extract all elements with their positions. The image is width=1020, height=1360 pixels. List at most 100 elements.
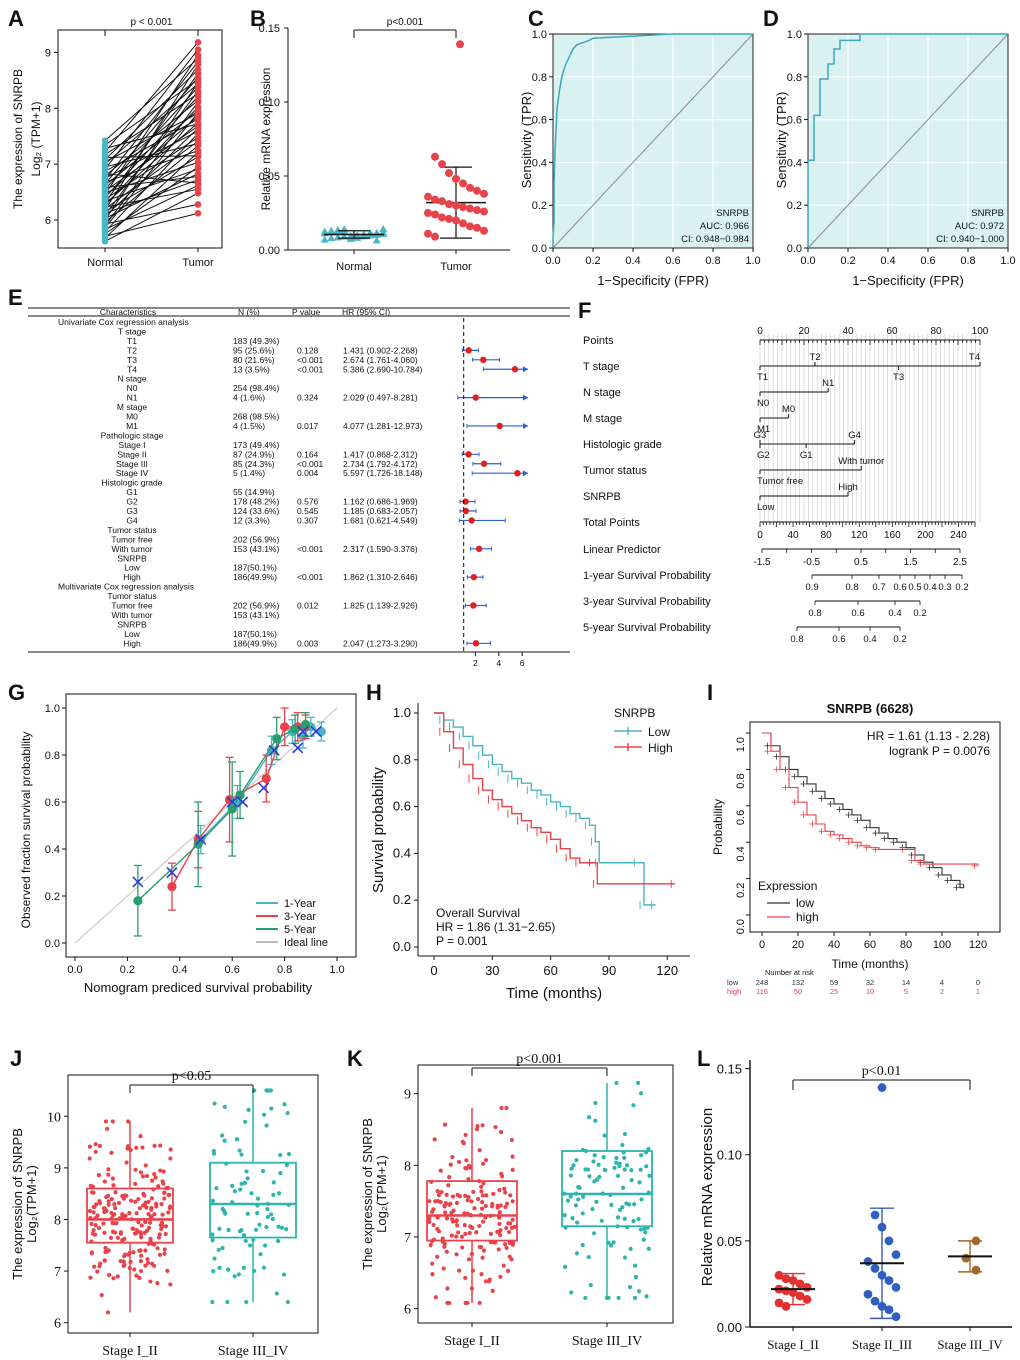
panel-j-point bbox=[104, 1194, 109, 1200]
panel-j-point bbox=[137, 1206, 142, 1211]
panel-k-point bbox=[454, 1252, 459, 1257]
panel-f-prob-label: 0.6 bbox=[851, 608, 864, 619]
panel-a-tumor-point bbox=[194, 127, 202, 135]
panel-d-xtick-label: 0.6 bbox=[920, 255, 935, 267]
panel-e-row-label: G3 bbox=[126, 506, 138, 516]
panel-d-xtick-label: 0.0 bbox=[800, 255, 815, 267]
panel-j-point bbox=[132, 1267, 137, 1272]
panel-k-point bbox=[506, 1221, 511, 1226]
panel-g-point bbox=[272, 733, 282, 744]
panel-j-point bbox=[152, 1212, 157, 1217]
panel-i-ytick-label: 1.0 bbox=[735, 737, 747, 752]
panel-f-prob-label: 0.2 bbox=[955, 582, 968, 593]
panel-e-xtick-label: 4 bbox=[496, 658, 501, 668]
panel-j-point bbox=[149, 1207, 154, 1212]
panel-j-point bbox=[138, 1258, 144, 1264]
panel-k-point bbox=[498, 1274, 503, 1279]
panel-j-point bbox=[164, 1186, 169, 1191]
panel-i-xtick-label: 0 bbox=[759, 939, 765, 951]
panel-e-row-n: 4 (1.6%) bbox=[233, 393, 265, 403]
panel-h-xtick-label: 90 bbox=[602, 963, 616, 978]
panel-b-tumor-point bbox=[466, 222, 474, 231]
panel-j-point bbox=[238, 1187, 243, 1192]
panel-e-row-p: <0.001 bbox=[297, 355, 324, 365]
panel-c-xtick-label: 0.6 bbox=[665, 255, 680, 267]
panel-k-point bbox=[471, 1189, 476, 1194]
panel-k-point bbox=[477, 1223, 482, 1229]
panel-label-G: G bbox=[8, 680, 25, 705]
panel-g-cross bbox=[292, 742, 304, 754]
panel-k-point bbox=[455, 1192, 460, 1197]
panel-k-point bbox=[454, 1218, 459, 1223]
panel-f-level-label: M0 bbox=[782, 404, 795, 415]
panel-j-point bbox=[130, 1226, 136, 1231]
panel-a-tumor-point bbox=[194, 46, 202, 53]
panel-j-point bbox=[168, 1156, 173, 1161]
panel-e-ci-arrow bbox=[523, 422, 528, 429]
panel-k-point bbox=[591, 1159, 596, 1164]
panel-j-point bbox=[125, 1119, 131, 1124]
panel-k-point bbox=[580, 1242, 585, 1248]
panel-e-hr-point bbox=[480, 460, 488, 467]
panel-j-point bbox=[162, 1251, 167, 1256]
panel-k-point bbox=[488, 1239, 494, 1245]
panel-label-A: A bbox=[8, 6, 24, 31]
panel-f-lp-label: 2.5 bbox=[953, 557, 967, 568]
panel-a-pair-line bbox=[104, 122, 199, 205]
panel-k-point bbox=[444, 1249, 449, 1254]
panel-label-J: J bbox=[10, 1046, 22, 1071]
panel-k-point bbox=[509, 1137, 514, 1143]
panel-j-point bbox=[271, 1180, 276, 1185]
panel-j-point bbox=[162, 1190, 167, 1195]
panel-f-prob-label: 0.4 bbox=[923, 582, 936, 593]
panel-j-point bbox=[274, 1291, 279, 1296]
panel-e-row-hr: 5.597 (1.726-18.148) bbox=[343, 468, 423, 478]
panel-a-pair-line bbox=[104, 162, 199, 194]
panel-a-pair-line bbox=[104, 61, 199, 181]
panel-k-point bbox=[587, 1174, 592, 1179]
panel-c-xtick-label: 0.4 bbox=[625, 255, 640, 267]
panel-j-point bbox=[226, 1267, 231, 1272]
panel-label-H: H bbox=[366, 680, 382, 705]
panel-f-row-label: M stage bbox=[583, 413, 622, 425]
panel-e-hr-point bbox=[465, 451, 472, 458]
panel-j-ytick-label: 9 bbox=[54, 1162, 61, 1177]
panel-e-row-hr: 1.417 (0.868-2.312) bbox=[343, 449, 418, 459]
panel-k-point bbox=[583, 1167, 588, 1172]
panel-e-row-n: 5 (1.4%) bbox=[233, 468, 265, 478]
panel-j-point bbox=[155, 1281, 160, 1286]
panel-i-risk-group: low bbox=[727, 978, 739, 987]
panel-g-xtick-label: 0.6 bbox=[225, 964, 240, 976]
panel-f-row-label: Points bbox=[583, 335, 614, 347]
panel-k-point bbox=[457, 1268, 462, 1273]
panel-a-pair-line bbox=[104, 77, 199, 185]
panel-k-point bbox=[501, 1263, 506, 1268]
panel-k-point bbox=[621, 1150, 626, 1155]
panel-j-point bbox=[112, 1230, 118, 1235]
panel-f-level-label: T2 bbox=[809, 352, 820, 363]
panel-i-risk-title: Number at risk bbox=[765, 968, 814, 977]
panel-k-point bbox=[622, 1216, 627, 1221]
panel-h-ytick-label: 0.4 bbox=[393, 845, 411, 860]
panel-e-row-p: 0.324 bbox=[297, 393, 319, 403]
panel-e-row-label: Stage III bbox=[116, 459, 148, 469]
panel-j-point bbox=[93, 1142, 98, 1147]
panel-d-ci: CI: 0.940−1.000 bbox=[936, 234, 1004, 245]
panel-j-point bbox=[87, 1144, 93, 1149]
panel-l-point bbox=[863, 1257, 873, 1266]
panel-e-row-hr: 1.431 (0.902-2.268) bbox=[343, 345, 418, 355]
panel-f-lp-label: 1.5 bbox=[904, 557, 918, 568]
panel-k-point bbox=[442, 1203, 447, 1208]
panel-k-point bbox=[638, 1227, 643, 1232]
panel-k-ylabel: The expression of SNRPB bbox=[360, 1118, 375, 1270]
panel-b-tumor-point bbox=[438, 197, 446, 206]
panel-j-ytick-label: 10 bbox=[47, 1110, 61, 1125]
panel-j-point bbox=[260, 1169, 266, 1174]
panel-g-point bbox=[227, 804, 237, 814]
panel-j-point bbox=[152, 1171, 157, 1177]
panel-c-auc: AUC: 0.966 bbox=[700, 221, 749, 232]
panel-k-point bbox=[430, 1261, 435, 1266]
panel-j-point bbox=[149, 1196, 155, 1201]
panel-k-point bbox=[487, 1279, 492, 1284]
panel-e-row-label: N1 bbox=[127, 393, 138, 403]
